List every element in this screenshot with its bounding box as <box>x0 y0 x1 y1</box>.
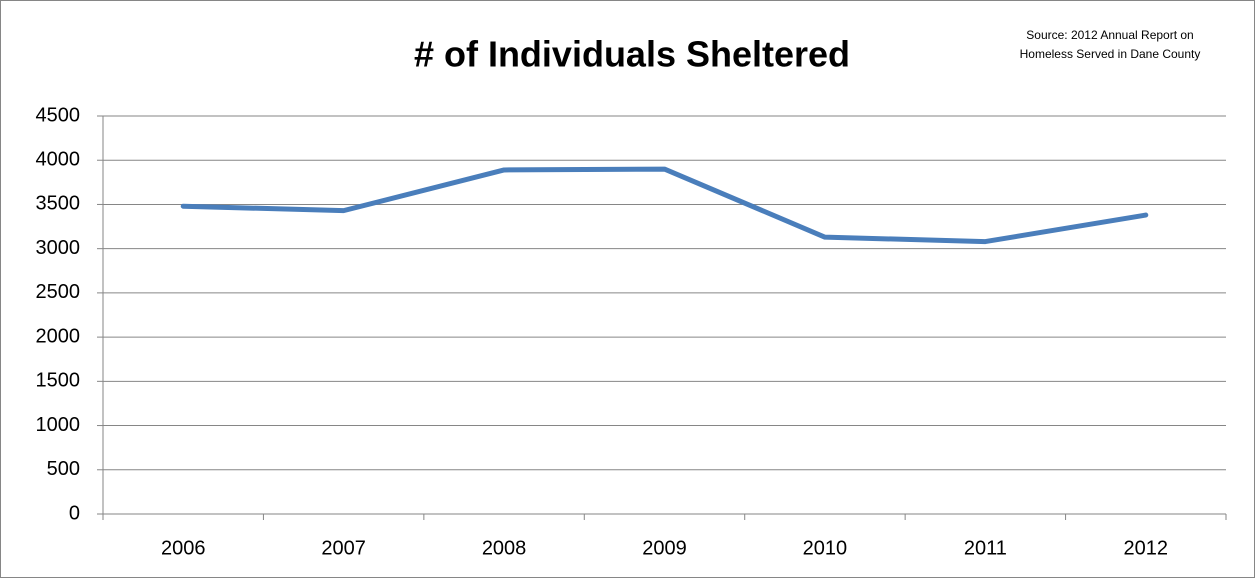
y-tick-label: 3000 <box>36 237 81 259</box>
source-note: Source: 2012 Annual Report on <box>1026 28 1193 42</box>
x-tick-label: 2011 <box>964 537 1007 559</box>
source-note: Homeless Served in Dane County <box>1020 47 1201 61</box>
y-tick-label: 3500 <box>36 193 81 215</box>
y-tick-label: 4000 <box>36 149 81 171</box>
y-tick-label: 0 <box>69 502 80 524</box>
x-tick-label: 2010 <box>803 537 848 559</box>
x-tick-label: 2007 <box>321 537 366 559</box>
x-tick-label: 2006 <box>161 537 206 559</box>
data-line <box>180 166 1149 245</box>
chart-title: # of Individuals Sheltered <box>414 34 850 75</box>
x-tick-label: 2012 <box>1124 537 1169 559</box>
y-tick-label: 2500 <box>36 281 81 303</box>
y-tick-label: 1000 <box>36 414 81 436</box>
y-tick-label: 4500 <box>36 104 81 126</box>
y-tick-label: 500 <box>47 458 80 480</box>
y-tick-label: 2000 <box>36 325 81 347</box>
x-tick-label: 2009 <box>642 537 687 559</box>
y-tick-label: 1500 <box>36 370 81 392</box>
x-tick-label: 2008 <box>482 537 527 559</box>
